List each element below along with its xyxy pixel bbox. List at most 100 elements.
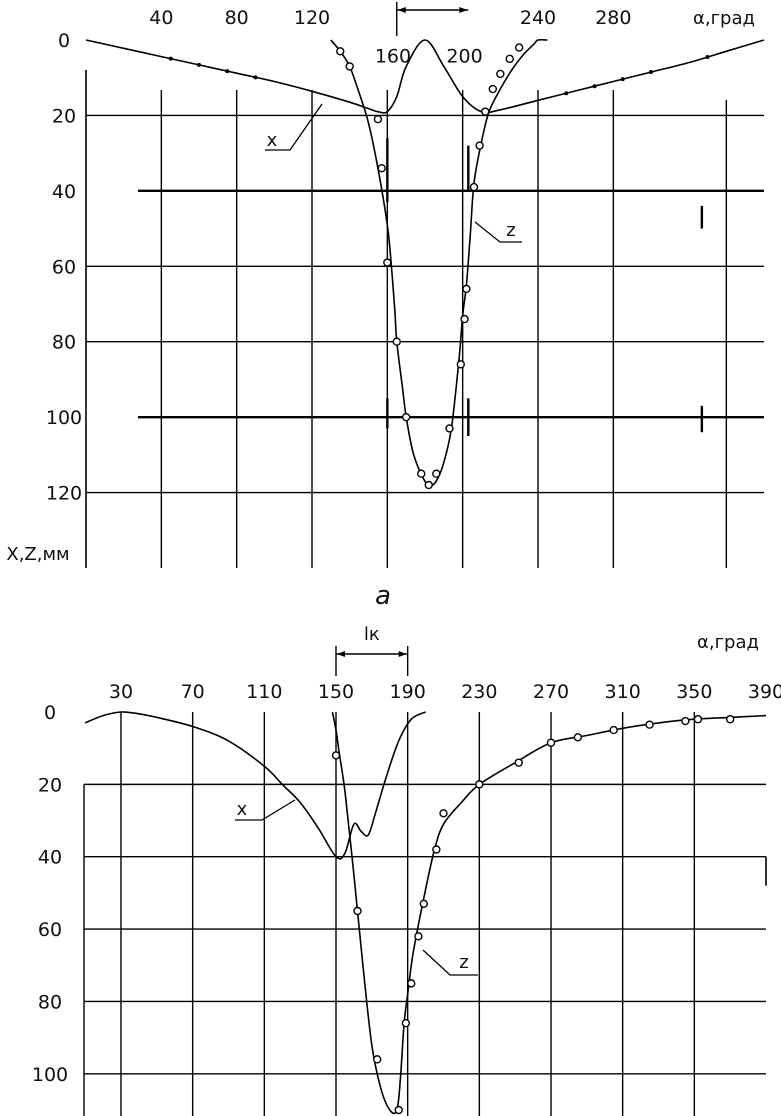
data-point: [336, 47, 345, 56]
bracket-arrow: [398, 651, 407, 657]
x-tick-label: 390: [748, 681, 781, 703]
y-tick-label: 60: [52, 256, 76, 278]
leader-line-x: [265, 103, 323, 151]
data-point: [373, 1055, 382, 1064]
annotation-200: 200: [446, 46, 482, 68]
x-tick-label: 120: [294, 7, 330, 29]
data-point: [649, 70, 653, 75]
bracket-label: lк: [364, 624, 380, 645]
data-point: [331, 751, 341, 760]
data-point: [609, 725, 618, 735]
data-point: [564, 91, 569, 96]
x-tick-label: 190: [390, 681, 426, 703]
data-point: [401, 1018, 411, 1028]
data-point: [168, 56, 173, 61]
data-point: [394, 1105, 403, 1115]
annotation-z: z: [459, 952, 468, 973]
data-point: [225, 69, 230, 74]
y-tick-label: 40: [38, 847, 62, 869]
y-tick-label: 0: [44, 702, 56, 724]
data-point: [681, 716, 690, 726]
y-tick-label: 40: [52, 181, 76, 203]
leader-line-z: [422, 949, 478, 976]
data-point: [407, 979, 416, 988]
annotation-x: x: [237, 799, 248, 820]
x-axis-label: α,град: [697, 632, 759, 653]
y-tick-label: 120: [46, 483, 82, 505]
x-tick-label: 80: [225, 7, 249, 29]
data-point: [546, 738, 556, 747]
data-point: [505, 54, 514, 64]
data-point: [401, 412, 411, 422]
data-point: [488, 84, 497, 94]
y-tick-label: 100: [46, 407, 82, 429]
data-point: [620, 77, 625, 82]
y-tick-label: 80: [52, 332, 76, 354]
data-point: [645, 720, 654, 729]
series-line-z: [331, 711, 767, 1115]
x-tick-label: 350: [676, 681, 712, 703]
annotation-z: z: [506, 220, 515, 241]
x-tick-label: 70: [181, 681, 205, 703]
data-point: [475, 780, 484, 789]
data-point: [460, 314, 469, 324]
x-tick-label: 280: [595, 7, 631, 29]
panel-a-label: a: [375, 581, 391, 611]
data-point: [445, 424, 454, 433]
data-point: [514, 758, 523, 767]
x-tick-label: 310: [605, 681, 641, 703]
data-point: [456, 360, 465, 369]
data-point: [383, 258, 392, 267]
bracket-arrow: [459, 7, 468, 13]
x-axis-label: α,град: [693, 8, 755, 29]
y-tick-label: 80: [38, 991, 62, 1013]
series-line-x: [84, 711, 426, 860]
chart-panel-a: 40 80 120 240 280 0 20 40 60 80 100 120 α,град X,Z,мм…: [6, 2, 765, 568]
data-point: [514, 43, 524, 52]
series-line-x: [85, 39, 765, 114]
annotation-x: x: [267, 130, 278, 151]
data-point: [469, 182, 479, 192]
chart-panel-b: 30 70 110 150 190 230 270 310 350 390 0 20 40 60 80 100…: [32, 624, 781, 1116]
x-tick-label: 110: [246, 681, 282, 703]
data-point: [353, 906, 362, 916]
leader-line-x: [235, 799, 296, 821]
y-axis-label: X,Z,мм: [6, 544, 69, 565]
data-point: [419, 899, 428, 908]
data-point: [392, 337, 401, 346]
data-point: [705, 54, 710, 59]
y-tick-label: 20: [52, 105, 76, 127]
leader-line-z: [474, 221, 522, 243]
data-point: [481, 107, 490, 116]
data-point: [414, 932, 423, 941]
data-point: [253, 75, 258, 80]
x-tick-label: 30: [109, 681, 133, 703]
data-point: [496, 69, 505, 79]
x-tick-label: 240: [520, 7, 556, 29]
data-point: [432, 469, 441, 478]
data-point: [693, 715, 703, 724]
data-point: [725, 715, 735, 724]
data-point: [377, 164, 386, 173]
data-point: [417, 469, 426, 478]
annotation-160: 160: [375, 46, 411, 68]
x-tick-label: 270: [533, 681, 569, 703]
data-point: [345, 62, 354, 71]
bracket-arrow: [397, 7, 406, 13]
data-point: [373, 114, 383, 124]
data-point: [462, 284, 471, 294]
data-point: [432, 845, 441, 854]
data-point: [592, 84, 597, 89]
data-point: [573, 733, 583, 742]
y-tick-label: 60: [38, 919, 62, 941]
data-point: [475, 141, 484, 150]
bracket-arrow: [337, 651, 345, 657]
y-tick-label: 0: [58, 30, 70, 52]
y-tick-label: 100: [32, 1064, 68, 1086]
x-tick-label: 150: [318, 681, 354, 703]
y-tick-label: 20: [38, 774, 62, 796]
x-tick-label: 230: [461, 681, 497, 703]
data-point: [424, 480, 433, 490]
x-tick-label: 40: [149, 7, 173, 29]
